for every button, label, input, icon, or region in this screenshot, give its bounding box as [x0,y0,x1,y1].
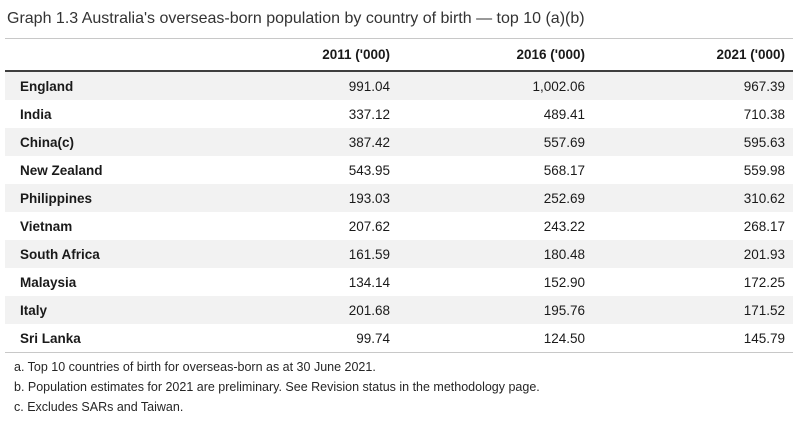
footnote-b: b. Population estimates for 2021 are pre… [14,380,540,394]
country-label: Sri Lanka [5,324,298,353]
value-2021: 967.39 [743,79,785,94]
value-2016: 243.22 [543,219,585,234]
value-2011: 387.42 [348,135,390,150]
value-2021: 710.38 [743,107,785,122]
value-2016: 489.41 [543,107,585,122]
country-label: India [20,107,52,122]
country-label: South Africa [20,247,100,262]
value-2021: 172.25 [743,275,785,290]
country-label: Italy [20,303,48,318]
table-header-row: 2011 ('000) 2016 ('000) 2021 ('000) [5,38,793,72]
value-2011: 161.59 [348,247,390,262]
value-2011: 337.12 [348,107,390,122]
table-body: England 991.04 1,002.06 967.39 India 337… [5,71,793,353]
country-label: Philippines [20,191,93,206]
value-2021: 201.93 [743,247,785,262]
country-label: Vietnam [20,219,73,234]
table-row: South Africa 161.59 180.48 201.93 [5,240,793,268]
table-row: Philippines 193.03 252.69 310.62 [5,184,793,212]
value-2021: 310.62 [743,191,785,206]
country-label: China(c) [20,135,74,150]
value-2016: 124.50 [398,324,593,353]
value-2011: 193.03 [348,191,390,206]
country-label: England [20,79,74,94]
value-2021: 171.52 [743,303,785,318]
table-row: New Zealand 543.95 568.17 559.98 [5,156,793,184]
value-2011: 201.68 [348,303,390,318]
country-label: New Zealand [20,163,103,178]
value-2021: 145.79 [593,324,793,353]
table-row: Sri Lanka 99.74 124.50 145.79 [5,324,793,353]
table-row: India 337.12 489.41 710.38 [5,100,793,128]
footnotes: a. Top 10 countries of birth for oversea… [0,353,800,417]
column-header-2021: 2021 ('000) [593,38,793,72]
population-table: 2011 ('000) 2016 ('000) 2021 ('000) Engl… [5,38,793,353]
value-2011: 134.14 [348,275,390,290]
value-2021: 559.98 [743,163,785,178]
value-2016: 1,002.06 [532,79,585,94]
country-label: Malaysia [20,275,77,290]
value-2016: 252.69 [543,191,585,206]
value-2011: 543.95 [348,163,390,178]
value-2016: 152.90 [543,275,585,290]
value-2011: 99.74 [298,324,398,353]
value-2011: 991.04 [348,79,390,94]
value-2016: 557.69 [543,135,585,150]
table-row: England 991.04 1,002.06 967.39 [5,71,793,100]
column-header-2016: 2016 ('000) [398,38,593,72]
value-2021: 268.17 [743,219,785,234]
page-title: Graph 1.3 Australia's overseas-born popu… [7,10,585,27]
table-row: Malaysia 134.14 152.90 172.25 [5,268,793,296]
footnote-a: a. Top 10 countries of birth for oversea… [14,360,376,374]
value-2011: 207.62 [348,219,390,234]
table-row: Italy 201.68 195.76 171.52 [5,296,793,324]
column-header-country [5,38,298,72]
table-row: China(c) 387.42 557.69 595.63 [5,128,793,156]
column-header-2011: 2011 ('000) [298,38,398,72]
table-row: Vietnam 207.62 243.22 268.17 [5,212,793,240]
value-2021: 595.63 [743,135,785,150]
table-header: 2011 ('000) 2016 ('000) 2021 ('000) [5,38,793,72]
value-2016: 180.48 [543,247,585,262]
value-2016: 195.76 [543,303,585,318]
value-2016: 568.17 [543,163,585,178]
footnote-c: c. Excludes SARs and Taiwan. [14,400,184,414]
